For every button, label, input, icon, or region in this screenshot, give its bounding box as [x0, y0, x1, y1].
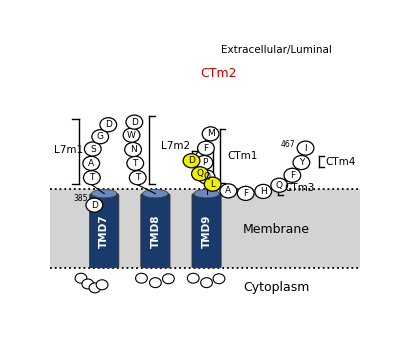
Text: 467: 467 — [281, 140, 296, 149]
Circle shape — [196, 156, 213, 170]
Text: W: W — [127, 131, 136, 140]
Circle shape — [84, 142, 101, 156]
Circle shape — [187, 273, 199, 283]
Text: D: D — [188, 156, 195, 165]
Text: F: F — [243, 189, 248, 198]
Text: TMD7: TMD7 — [99, 215, 109, 248]
Circle shape — [284, 168, 301, 182]
Circle shape — [92, 130, 108, 144]
Circle shape — [213, 274, 225, 284]
Text: F: F — [203, 144, 208, 153]
FancyBboxPatch shape — [90, 194, 119, 268]
Circle shape — [202, 127, 219, 141]
Text: Extracellular/Luminal: Extracellular/Luminal — [221, 45, 332, 55]
Text: Q: Q — [276, 181, 283, 190]
Circle shape — [198, 170, 215, 184]
Text: Membrane: Membrane — [243, 223, 310, 236]
FancyBboxPatch shape — [192, 194, 221, 268]
Text: TMD9: TMD9 — [202, 215, 212, 248]
Circle shape — [293, 156, 310, 170]
Circle shape — [204, 177, 221, 191]
Text: F: F — [290, 171, 295, 180]
Circle shape — [237, 186, 254, 200]
Text: D: D — [131, 118, 138, 127]
Text: S: S — [90, 144, 96, 154]
Circle shape — [125, 142, 142, 157]
Circle shape — [183, 154, 200, 168]
Text: A: A — [225, 186, 231, 195]
Text: T: T — [135, 173, 140, 182]
Text: H: H — [260, 187, 266, 196]
Circle shape — [89, 283, 101, 293]
FancyBboxPatch shape — [141, 194, 170, 268]
Circle shape — [255, 184, 272, 198]
Text: L: L — [210, 180, 215, 188]
Text: Q: Q — [196, 169, 204, 178]
Text: CTm3: CTm3 — [284, 183, 315, 193]
Ellipse shape — [92, 190, 117, 198]
Text: D: D — [105, 120, 112, 129]
Circle shape — [136, 273, 147, 283]
Circle shape — [201, 278, 212, 287]
Text: 385: 385 — [74, 194, 88, 203]
Circle shape — [150, 278, 161, 287]
Ellipse shape — [143, 190, 168, 198]
Circle shape — [123, 128, 140, 142]
Text: Y: Y — [299, 158, 304, 167]
Text: L7m1: L7m1 — [54, 145, 83, 155]
Text: M: M — [207, 129, 214, 138]
Text: Cytoplasm: Cytoplasm — [243, 281, 310, 294]
Circle shape — [100, 118, 117, 132]
Text: T: T — [89, 173, 94, 182]
Circle shape — [82, 279, 94, 289]
Circle shape — [162, 274, 174, 284]
Text: G: G — [97, 132, 104, 141]
Ellipse shape — [194, 190, 219, 198]
Circle shape — [271, 178, 288, 192]
Circle shape — [83, 156, 100, 171]
Text: P: P — [202, 158, 207, 167]
Text: L7m2: L7m2 — [161, 141, 190, 152]
Circle shape — [84, 171, 100, 185]
Text: N: N — [130, 145, 136, 154]
Text: A: A — [88, 159, 94, 168]
Circle shape — [220, 184, 237, 198]
Text: TMD8: TMD8 — [150, 215, 160, 248]
Bar — [50, 190, 360, 268]
Text: CTm1: CTm1 — [227, 151, 258, 161]
Circle shape — [198, 141, 214, 155]
Circle shape — [126, 115, 143, 129]
Text: CTm2: CTm2 — [200, 67, 236, 80]
Text: CTm4: CTm4 — [325, 157, 356, 167]
Text: T: T — [132, 159, 138, 168]
Circle shape — [127, 156, 144, 171]
Circle shape — [75, 273, 87, 283]
Circle shape — [96, 280, 108, 290]
Circle shape — [129, 171, 146, 185]
Circle shape — [192, 167, 208, 181]
Text: D: D — [91, 201, 98, 210]
Text: I: I — [304, 144, 307, 153]
Circle shape — [86, 198, 103, 212]
Circle shape — [297, 141, 314, 155]
Text: Q: Q — [203, 173, 210, 181]
